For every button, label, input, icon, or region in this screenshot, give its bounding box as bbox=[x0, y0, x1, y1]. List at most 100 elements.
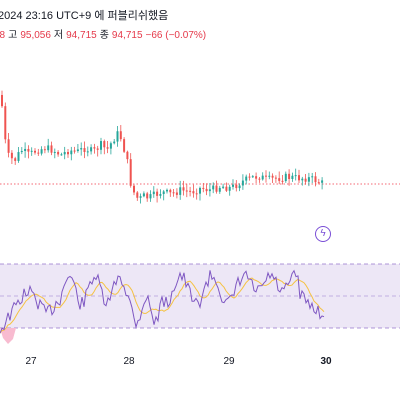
candle-body bbox=[185, 190, 188, 192]
candle-body bbox=[50, 145, 53, 153]
candle-body bbox=[255, 176, 258, 179]
candle-body bbox=[90, 147, 93, 152]
candle-body bbox=[278, 178, 281, 181]
close-label: 종 bbox=[99, 30, 109, 41]
candle-body bbox=[17, 152, 20, 161]
candle-body bbox=[274, 177, 277, 179]
candle-body bbox=[314, 176, 317, 183]
candle-body bbox=[291, 175, 294, 180]
candle-body bbox=[179, 187, 182, 195]
candle-body bbox=[129, 159, 132, 186]
candle-body bbox=[268, 175, 271, 177]
candle-body bbox=[288, 173, 291, 180]
candle-body bbox=[139, 196, 142, 198]
candle-body bbox=[317, 182, 320, 184]
candle-body bbox=[37, 152, 40, 154]
candle-body bbox=[311, 176, 314, 178]
candle-body bbox=[156, 191, 159, 196]
x-label-28: 28 bbox=[123, 356, 135, 367]
candle-body bbox=[265, 175, 267, 177]
rsi-pane[interactable] bbox=[0, 260, 400, 350]
candle-body bbox=[113, 141, 116, 144]
candle-body bbox=[40, 149, 43, 154]
candle-body bbox=[133, 185, 135, 193]
candle-body bbox=[172, 192, 175, 194]
candle-body bbox=[60, 154, 63, 156]
candle-body bbox=[215, 185, 218, 192]
candle-body bbox=[123, 139, 126, 152]
candle-body bbox=[232, 184, 234, 187]
candle-body bbox=[245, 176, 248, 181]
candle-body bbox=[57, 151, 60, 155]
candle-body bbox=[222, 186, 225, 188]
candle-body bbox=[146, 193, 149, 199]
publish-timestamp: 2024 23:16 UTC+9 에 퍼블리쉬했음 bbox=[0, 10, 169, 22]
candle-body bbox=[235, 184, 238, 189]
candle-body bbox=[106, 147, 109, 149]
candle-body bbox=[321, 180, 324, 183]
candle-body bbox=[63, 151, 66, 155]
chart-legend: 2024 23:16 UTC+9 에 퍼블리쉬했음 68고95,056저94,7… bbox=[0, 0, 400, 46]
price-pane[interactable] bbox=[0, 0, 400, 250]
candle-body bbox=[47, 145, 50, 151]
rsi-ma-line bbox=[0, 277, 325, 334]
candle-body bbox=[70, 150, 73, 155]
candle-body bbox=[34, 150, 36, 153]
candle-body bbox=[136, 192, 139, 198]
candle-body bbox=[116, 131, 119, 142]
lightning-bolt-icon[interactable]: ϟ bbox=[315, 226, 331, 242]
x-label-29: 29 bbox=[223, 356, 235, 367]
candle-body bbox=[80, 148, 83, 150]
low-label: 저 bbox=[53, 30, 64, 41]
candle-body bbox=[14, 158, 17, 161]
candle-body bbox=[149, 194, 152, 199]
candle-body bbox=[83, 148, 86, 152]
candle-body bbox=[261, 175, 264, 180]
change-value: −66 (−0.07%) bbox=[145, 30, 207, 41]
candle-body bbox=[298, 175, 300, 181]
candle-body bbox=[100, 141, 102, 150]
candle-body bbox=[119, 131, 122, 140]
candle-body bbox=[307, 177, 310, 182]
candle-body bbox=[162, 191, 165, 195]
high-label: 고 bbox=[8, 30, 18, 41]
candle-body bbox=[86, 151, 89, 153]
candle-body bbox=[1, 95, 3, 107]
candle-body bbox=[195, 193, 198, 195]
candle-body bbox=[93, 147, 96, 149]
candle-body bbox=[202, 187, 205, 189]
candle-body bbox=[126, 151, 129, 160]
candle-body bbox=[30, 150, 33, 152]
candle-body bbox=[24, 148, 27, 151]
candle-body bbox=[258, 178, 261, 180]
candle-body bbox=[159, 194, 162, 196]
candle-body bbox=[27, 148, 30, 152]
candle-body bbox=[281, 180, 284, 182]
candle-body bbox=[142, 193, 145, 197]
high-value: 95,056 bbox=[20, 30, 51, 41]
candle-body bbox=[166, 189, 168, 192]
candle-body bbox=[76, 149, 79, 152]
candle-body bbox=[294, 175, 297, 177]
candle-body bbox=[152, 191, 155, 195]
candle-body bbox=[284, 173, 287, 182]
rsi-oversold-fill bbox=[0, 328, 16, 344]
low-value: 94,715 bbox=[66, 30, 97, 41]
candle-body bbox=[103, 141, 106, 148]
open-value: 68 bbox=[0, 30, 6, 41]
candle-body bbox=[10, 152, 13, 159]
candle-body bbox=[20, 150, 23, 153]
candle-body bbox=[228, 186, 231, 191]
candle-body bbox=[109, 143, 112, 149]
x-axis: 27 28 29 30 bbox=[0, 356, 400, 376]
candle-body bbox=[53, 151, 56, 153]
candle-body bbox=[4, 106, 7, 140]
x-label-27: 27 bbox=[25, 356, 37, 367]
candle-body bbox=[43, 149, 46, 151]
candle-body bbox=[225, 186, 228, 191]
candle-body bbox=[67, 151, 69, 155]
candle-body bbox=[205, 188, 208, 192]
candle-body bbox=[248, 176, 251, 178]
candle-body bbox=[238, 185, 241, 189]
